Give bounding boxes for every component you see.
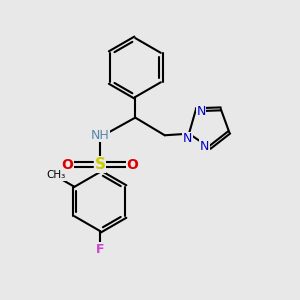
Text: N: N [200, 140, 209, 153]
Text: NH: NH [91, 129, 109, 142]
Text: CH₃: CH₃ [46, 170, 66, 180]
Text: F: F [96, 243, 104, 256]
Text: S: S [94, 157, 105, 172]
Text: O: O [61, 158, 74, 172]
Text: N: N [183, 133, 192, 146]
Text: N: N [196, 105, 206, 118]
Text: O: O [126, 158, 138, 172]
